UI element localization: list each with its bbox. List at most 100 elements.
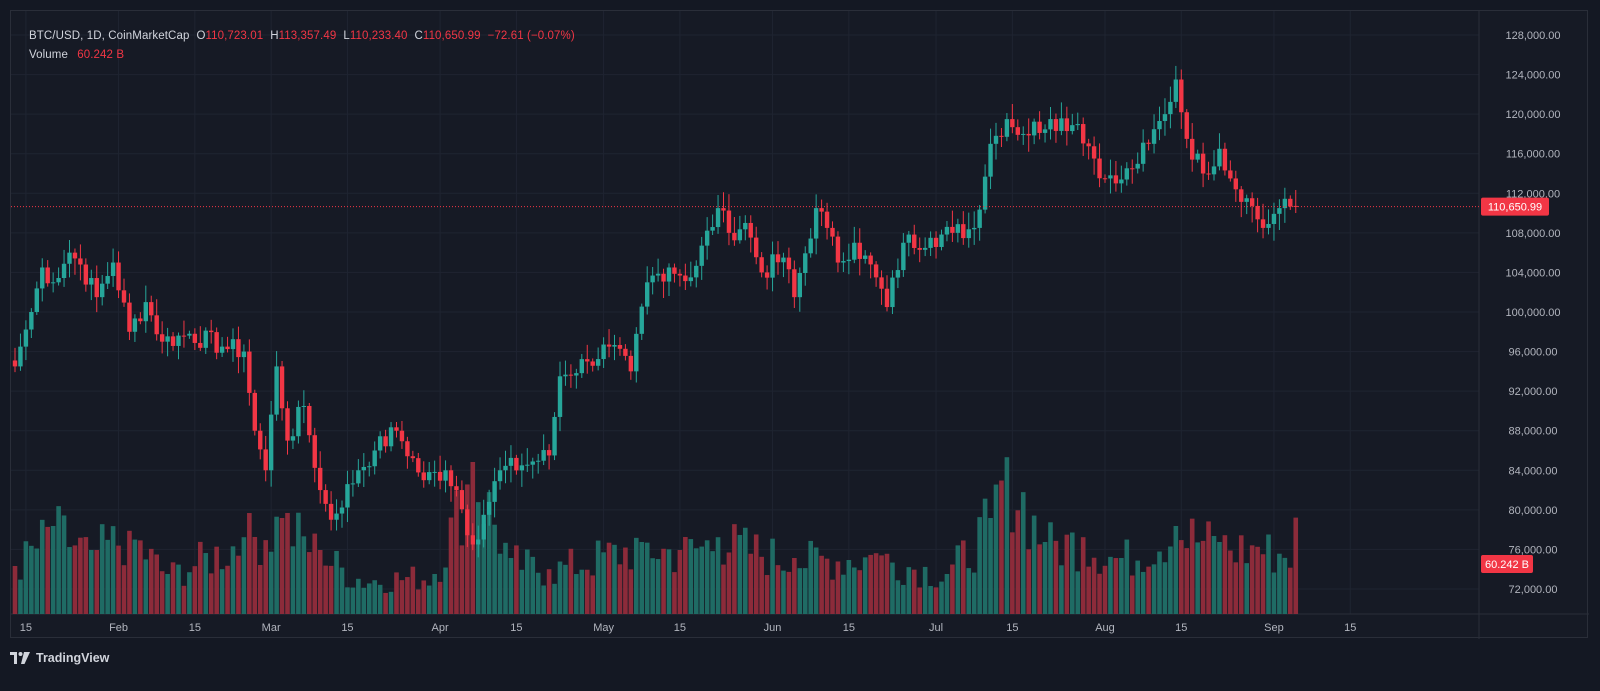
candle-body (350, 483, 356, 485)
volume-bar (1168, 546, 1173, 614)
volume-bar (911, 569, 917, 614)
candle-body (116, 262, 121, 291)
candle-body (1228, 170, 1233, 179)
volume-bar (1151, 564, 1157, 614)
volume-bar (268, 551, 274, 614)
tradingview-branding[interactable]: TradingView (10, 651, 109, 665)
volume-bar (1184, 548, 1190, 614)
high-key: H (270, 30, 279, 42)
volume-bar (486, 492, 492, 614)
candle-body (824, 211, 830, 228)
x-tick-label: 15 (1344, 622, 1356, 634)
candle-body (1162, 114, 1168, 122)
x-tick-label: Jul (929, 622, 943, 634)
volume-bar (857, 570, 863, 614)
volume-bar (317, 550, 323, 614)
volume-bar (1113, 558, 1119, 614)
candle-body (187, 333, 192, 336)
volume-bar (1260, 554, 1266, 614)
candle-body (328, 503, 334, 520)
candle-body (105, 276, 110, 284)
low-key: L (343, 30, 350, 42)
volume-bar (715, 537, 721, 614)
candle-body (993, 135, 999, 144)
candle-body (1108, 175, 1113, 179)
volume-bar (721, 564, 726, 614)
volume-bar (263, 540, 268, 614)
candle-body (159, 334, 165, 342)
candle-body (94, 278, 99, 298)
candle-body (1179, 79, 1184, 113)
candle-body (132, 318, 138, 332)
volume-bar (519, 569, 525, 614)
candle-body (1271, 213, 1277, 224)
volume-bar (410, 566, 416, 614)
volume-bar (1244, 563, 1249, 614)
volume-bar (225, 565, 230, 614)
volume-bar (797, 568, 803, 614)
volume-bar (971, 572, 977, 614)
candle-body (1059, 118, 1064, 131)
candle-body (1070, 125, 1075, 132)
volume-bar (1217, 542, 1222, 614)
candle-body (470, 535, 475, 545)
candle-body (939, 234, 944, 247)
volume-bar (1075, 571, 1081, 614)
candle-body (290, 436, 296, 441)
candle-body (764, 272, 770, 278)
candle-body (519, 465, 525, 471)
volume-bar (955, 545, 961, 614)
y-tick-label: 72,000.00 (1509, 584, 1558, 596)
volume-bar (116, 545, 121, 614)
price-chart[interactable]: 15 Feb 15 Mar 15 Apr 15 May 15 Jun 15 Jul 15 Aug 15 Sep… (11, 11, 1589, 639)
candle-body (606, 344, 612, 347)
candle-body (546, 450, 552, 456)
candle-body (1064, 118, 1070, 132)
candle-body (1102, 178, 1108, 180)
volume-bar (448, 517, 454, 614)
volume-bar (988, 518, 993, 614)
candle-body (1081, 124, 1086, 144)
candle-body (361, 466, 366, 471)
volume-bar (1119, 558, 1124, 614)
volume-bar (612, 544, 617, 614)
volume-bar (1064, 534, 1070, 614)
candle-body (699, 245, 704, 266)
y-tick-label: 96,000.00 (1509, 347, 1558, 359)
candle-body (1260, 219, 1266, 228)
volume-bar (148, 548, 154, 614)
candle-body (955, 224, 961, 233)
volume-bar (50, 526, 56, 614)
volume-bar (23, 541, 29, 614)
volume-bar (1020, 492, 1026, 614)
candle-body (514, 457, 519, 471)
volume-bar (497, 553, 503, 614)
volume-bar (274, 516, 279, 614)
candle-body (1086, 143, 1091, 147)
candle-body (1168, 101, 1173, 115)
volume-bar (350, 587, 356, 614)
candle-body (988, 143, 993, 177)
volume-bar (895, 580, 901, 614)
chart-panel[interactable]: 15 Feb 15 Mar 15 Apr 15 May 15 Jun 15 Jul 15 Aug 15 Sep… (10, 10, 1589, 639)
volume-bar (906, 567, 912, 614)
candle-body (1026, 133, 1031, 136)
volume-bar (835, 561, 841, 614)
volume-bar (154, 554, 159, 614)
volume-bar (890, 562, 895, 614)
candle-body (443, 470, 448, 481)
candle-body (1119, 179, 1124, 184)
x-tick-label: Sep (1264, 622, 1284, 634)
candle-body (230, 339, 236, 350)
volume-bar (83, 537, 89, 614)
close-value: 110,650.99 (422, 30, 481, 42)
candle-body (497, 470, 503, 482)
volume-bar (1238, 535, 1244, 614)
candle-body (209, 330, 214, 333)
candle-body (912, 234, 917, 248)
volume-bar (644, 542, 650, 614)
candle-body (1135, 163, 1140, 169)
candle-body (1130, 168, 1135, 170)
volume-bar (170, 562, 176, 614)
volume-bar (683, 537, 688, 614)
